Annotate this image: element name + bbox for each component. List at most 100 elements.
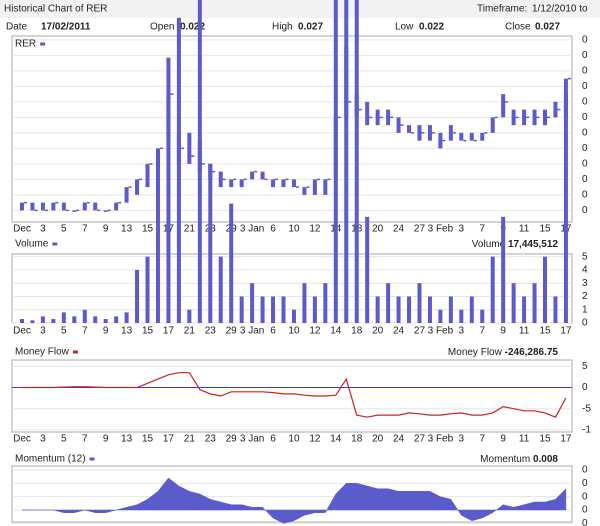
readout-label: Money Flow [448, 347, 503, 358]
info-value: 0.027 [298, 22, 323, 33]
x-tick-label: 9 [500, 326, 506, 337]
volume-bar [511, 283, 516, 323]
volume-bar [438, 309, 443, 323]
y-tick-label: 2 [582, 291, 588, 302]
x-tick-label: 20 [372, 224, 384, 235]
volume-bar [72, 316, 77, 323]
volume-bar [291, 309, 296, 323]
volume-bar [103, 319, 108, 323]
volume-bar [20, 319, 24, 323]
volume-bar [250, 283, 255, 323]
volume-bar [61, 312, 66, 323]
ohlc-bar [323, 179, 328, 195]
x-tick-label: 3 [459, 434, 465, 445]
ohlc-bar [135, 179, 140, 195]
x-tick-label: 17 [163, 326, 175, 337]
ohlc-bar [511, 109, 516, 126]
y-tick-label: 0 [582, 35, 588, 46]
x-tick-label: 21 [184, 224, 196, 235]
x-tick-label: 27 [414, 434, 426, 445]
x-tick-label: 23 [205, 434, 217, 445]
ohlc-bar [281, 179, 286, 188]
readout-value: -246,286.75 [505, 347, 559, 358]
x-tick-label: 23 [205, 326, 217, 337]
volume-bar [166, 57, 171, 323]
x-tick-label: 11 [519, 224, 530, 235]
legend-swatch [89, 457, 95, 461]
readout-label: Momentum [480, 454, 530, 465]
ohlc-bar [187, 132, 192, 164]
info-label: Open [150, 22, 174, 33]
x-tick-label: 5 [61, 434, 67, 445]
x-tick-label: 11 [519, 434, 530, 445]
volume-bar [218, 256, 223, 323]
x-tick-label: 15 [539, 326, 551, 337]
x-tick-label: 27 [414, 326, 426, 337]
readout: Momentum 0.008 [480, 454, 558, 465]
ohlc-bar [145, 163, 150, 188]
ohlc-bar [553, 101, 558, 118]
info-label: Date [6, 22, 28, 33]
volume-bar [396, 296, 401, 323]
x-tick-label: 29 [226, 326, 238, 337]
volume-bar [469, 296, 474, 323]
x-tick-label: 7 [479, 224, 485, 235]
x-tick-label: 15 [539, 224, 551, 235]
volume-bar [354, 0, 359, 324]
y-tick-label: -1 [582, 425, 591, 436]
legend-swatch [72, 350, 78, 354]
x-tick-label: 14 [330, 326, 342, 337]
volume-bar [229, 203, 234, 323]
x-tick-label: 17 [560, 434, 572, 445]
info-label: Low [395, 22, 414, 33]
x-tick-label: 3 Jan [240, 326, 264, 337]
y-tick-label: 0 [582, 50, 588, 61]
volume-bar [114, 316, 119, 323]
volume-bar [312, 296, 317, 323]
ohlc-bar [375, 109, 380, 126]
x-tick-label: 13 [121, 326, 133, 337]
y-tick-label: 0 [582, 465, 588, 476]
volume-bar [407, 296, 412, 323]
x-tick-label: 3 Jan [240, 224, 264, 235]
y-tick-label: 3 [582, 278, 588, 289]
legend-swatch [40, 42, 46, 46]
ohlc-bar [543, 109, 547, 126]
readout-value: 17,445,512 [508, 239, 558, 250]
volume-bar [344, 0, 349, 323]
volume-bar [155, 150, 160, 323]
ohlc-bar [20, 202, 24, 211]
x-tick-label: 3 Feb [428, 326, 454, 337]
panel-frame [11, 359, 573, 433]
timeframe: 1/12/2010 to [532, 4, 588, 15]
x-tick-label: 3 [459, 224, 465, 235]
timeframe-label: Timeframe: [477, 4, 527, 15]
x-tick-label: 15 [142, 326, 154, 337]
x-tick-label: 5 [61, 224, 67, 235]
y-tick-label: 0 [582, 382, 588, 393]
panel-title: RER [15, 39, 36, 50]
y-tick-label: 0 [582, 478, 588, 489]
x-tick-label: 9 [500, 434, 506, 445]
volume-bar [386, 283, 391, 323]
volume-bar [375, 296, 380, 323]
volume-bar [553, 296, 558, 323]
ohlc-bar [448, 125, 453, 141]
volume-bar [260, 296, 265, 323]
ohlc-bar [427, 125, 432, 141]
panel-title: Volume [15, 239, 49, 250]
ohlc-bar [93, 202, 98, 211]
x-tick-label: 18 [351, 326, 363, 337]
y-tick-label: 0 [582, 97, 588, 108]
y-tick-label: 0 [582, 112, 588, 123]
x-tick-label: 21 [184, 326, 196, 337]
y-tick-label: 0 [582, 318, 588, 329]
volume-bar [281, 296, 286, 323]
info-value: 0.022 [180, 22, 205, 33]
x-tick-label: 7 [82, 326, 88, 337]
ohlc-bar [51, 202, 56, 211]
panel-title: Momentum (12) [15, 454, 86, 465]
volume-bar [82, 309, 87, 323]
y-tick-label: -5 [582, 403, 591, 414]
